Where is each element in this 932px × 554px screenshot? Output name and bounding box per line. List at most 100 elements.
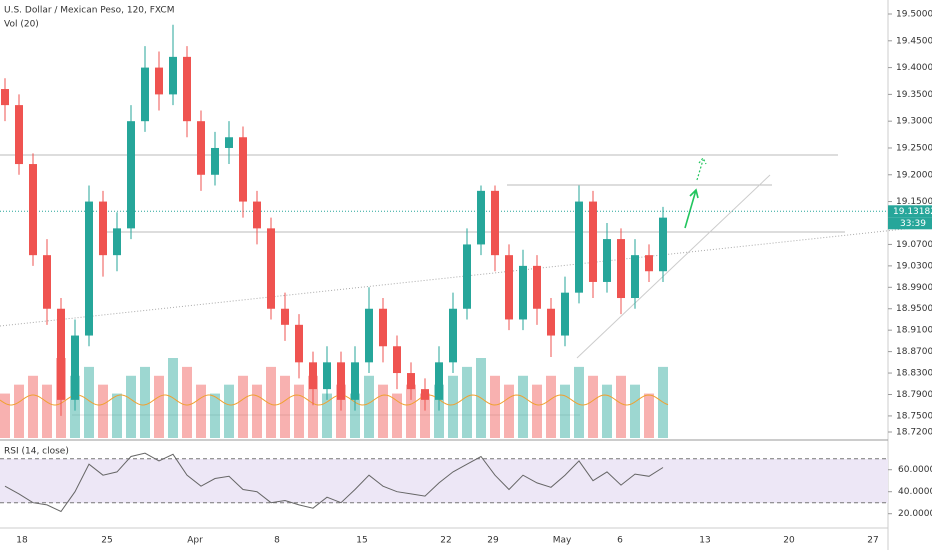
rsi-label: RSI (14, close)	[4, 447, 69, 457]
candle-body	[449, 308, 457, 363]
volume-bar	[210, 393, 220, 438]
candle-body	[169, 56, 177, 95]
volume-bar	[42, 384, 52, 438]
volume-label: Vol (20)	[4, 20, 39, 30]
chart-title: U.S. Dollar / Mexican Peso, 120, FXCM	[4, 6, 175, 16]
volume-bar	[406, 384, 416, 438]
candle-body	[645, 255, 653, 272]
y-tick-label: 19.07000	[896, 240, 932, 250]
volume-bar	[574, 366, 584, 438]
volume-bar	[588, 375, 598, 438]
candle-body	[29, 164, 37, 256]
candle-body	[547, 308, 555, 336]
x-tick-label: 20	[783, 536, 795, 546]
volume-bar	[252, 384, 262, 438]
candle-body	[617, 239, 625, 299]
candle-body	[351, 362, 359, 400]
candle-body	[239, 137, 247, 202]
y-tick-label: 18.75000	[896, 411, 932, 421]
candle-body	[295, 324, 303, 363]
x-tick-label: 15	[356, 536, 367, 546]
volume-bar	[126, 375, 136, 438]
y-tick-label: 18.72000	[896, 428, 932, 438]
rsi-line	[4, 452, 664, 513]
candle-body	[561, 292, 569, 336]
candle-body	[519, 265, 527, 320]
y-tick-label: 18.95000	[896, 304, 932, 314]
candle-body	[43, 255, 51, 309]
volume-bar	[28, 375, 38, 438]
rsi-band-fill	[0, 459, 888, 503]
candle-body	[197, 121, 205, 175]
volume-bar	[462, 366, 472, 438]
x-tick-label: 27	[867, 536, 878, 546]
volume-bar	[308, 375, 318, 438]
volume-bar	[112, 393, 122, 438]
volume-bar	[350, 393, 360, 438]
volume-bar	[14, 384, 24, 438]
volume-bar	[490, 375, 500, 438]
volume-bar	[630, 384, 640, 438]
volume-bar	[280, 375, 290, 438]
candle-body	[99, 201, 107, 256]
candle-body	[365, 308, 373, 363]
candle-body	[603, 239, 611, 282]
candle-body	[589, 201, 597, 282]
volume-bar	[336, 384, 346, 438]
candle-body	[393, 346, 401, 374]
candle-body	[323, 362, 331, 390]
candle-body	[211, 147, 219, 175]
candle-body	[477, 190, 485, 245]
x-tick-label: Apr	[187, 536, 203, 546]
candle-body	[85, 201, 93, 336]
candle-body	[575, 201, 583, 293]
candle-body	[281, 308, 289, 325]
candle-body	[71, 335, 79, 400]
x-tick-label: 13	[699, 536, 710, 546]
candle-body	[113, 228, 121, 256]
x-tick-label: May	[553, 536, 572, 546]
volume-bar	[644, 393, 654, 438]
countdown-box	[888, 217, 932, 230]
candle-body	[421, 389, 429, 400]
rsi-tick-label: 20.0000	[898, 509, 932, 519]
volume-bar	[602, 384, 612, 438]
x-tick-label: 18	[16, 536, 28, 546]
volume-bar	[364, 375, 374, 438]
countdown-label: 33:39	[900, 219, 926, 229]
candle-body	[267, 228, 275, 309]
candle-body	[57, 308, 65, 400]
candle-body	[379, 308, 387, 347]
volume-bar	[224, 384, 234, 438]
volume-bar	[504, 384, 514, 438]
volume-bar	[154, 375, 164, 438]
volume-ma	[0, 394, 669, 406]
candle-body	[127, 121, 135, 229]
volume-bar	[266, 366, 276, 438]
y-tick-label: 19.40000	[896, 63, 932, 73]
x-tick-label: 25	[101, 536, 112, 546]
x-tick-label: 8	[274, 536, 280, 546]
x-tick-label: 6	[617, 536, 623, 546]
candle-body	[491, 190, 499, 256]
y-tick-label: 19.25000	[896, 143, 932, 153]
candle-body	[225, 137, 233, 148]
y-tick-label: 18.87000	[896, 347, 932, 357]
y-tick-label: 19.03000	[896, 261, 932, 271]
volume-bar	[434, 384, 444, 438]
y-tick-label: 19.50000	[896, 10, 932, 20]
x-tick-label: 29	[487, 536, 499, 546]
volume-bar	[448, 375, 458, 438]
candle-body	[183, 56, 191, 122]
volume-bar	[322, 393, 332, 438]
volume-bar	[532, 384, 542, 438]
y-tick-label: 19.45000	[896, 36, 932, 46]
candle-body	[1, 89, 9, 106]
volume-bar	[560, 384, 570, 438]
candle-body	[337, 362, 345, 400]
triangle-line	[576, 174, 771, 359]
arrow-up	[684, 188, 699, 229]
candle-body	[309, 362, 317, 390]
y-tick-label: 19.15000	[896, 197, 932, 207]
arrow-target	[696, 156, 707, 181]
